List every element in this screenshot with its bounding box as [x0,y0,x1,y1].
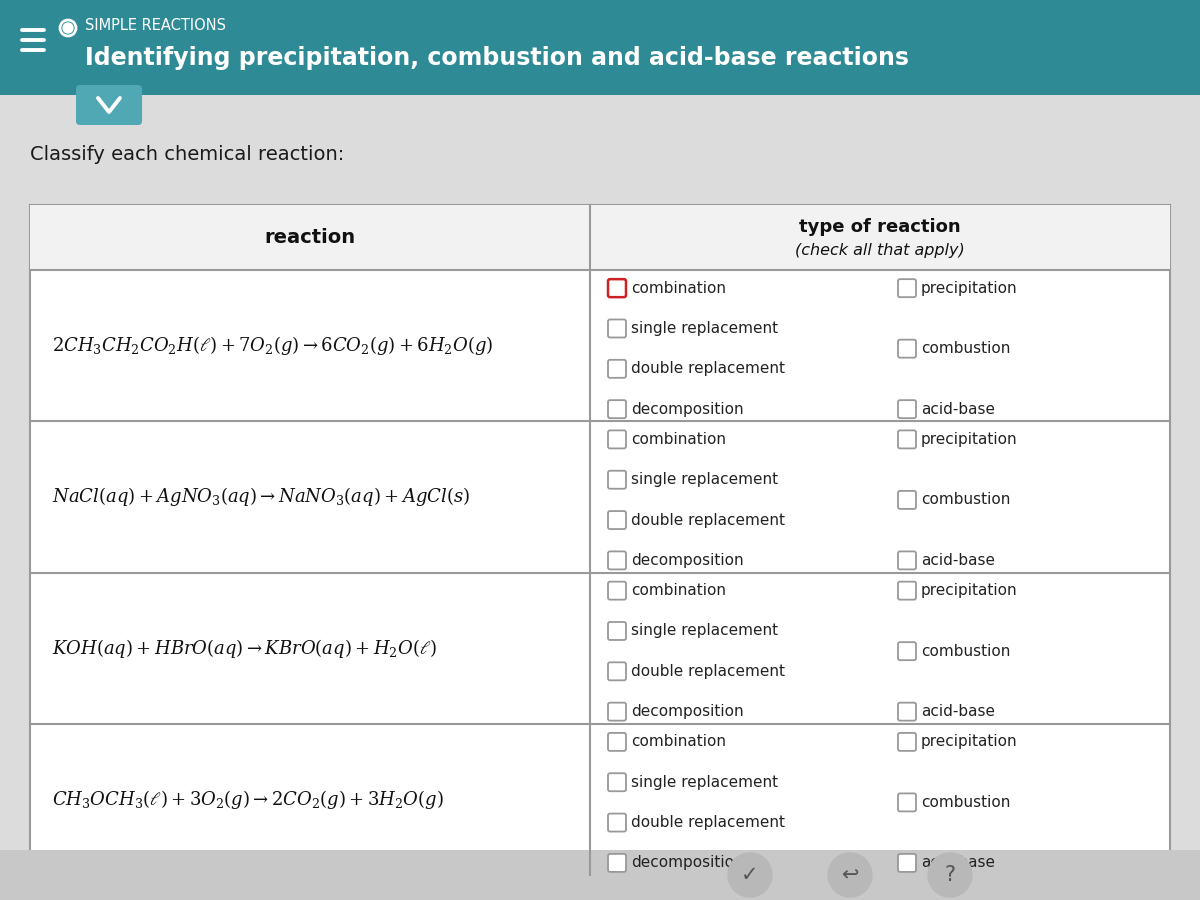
Text: precipitation: precipitation [922,583,1018,599]
FancyBboxPatch shape [608,279,626,297]
Text: SIMPLE REACTIONS: SIMPLE REACTIONS [85,17,226,32]
Text: $2CH_3CH_2CO_2H(\ell) + 7O_2(g) \rightarrow 6CO_2(g) + 6H_2O(g)$: $2CH_3CH_2CO_2H(\ell) + 7O_2(g) \rightar… [52,334,493,357]
Text: decomposition: decomposition [631,553,744,568]
Bar [0,0,1200,95]
Text: decomposition: decomposition [631,401,744,417]
Text: precipitation: precipitation [922,734,1018,750]
Text: ?: ? [944,865,955,885]
Text: Classify each chemical reaction:: Classify each chemical reaction: [30,146,344,165]
FancyBboxPatch shape [76,85,142,125]
FancyBboxPatch shape [608,773,626,791]
Text: combustion: combustion [922,644,1010,659]
Text: double replacement: double replacement [631,664,785,679]
FancyBboxPatch shape [898,400,916,418]
Circle shape [728,853,772,897]
Text: combination: combination [631,432,726,447]
FancyBboxPatch shape [898,581,916,599]
FancyBboxPatch shape [608,703,626,721]
Text: reaction: reaction [264,228,355,247]
Text: precipitation: precipitation [922,281,1018,295]
Text: combination: combination [631,583,726,599]
FancyBboxPatch shape [898,733,916,751]
FancyBboxPatch shape [898,430,916,448]
FancyBboxPatch shape [608,360,626,378]
FancyBboxPatch shape [608,581,626,599]
FancyBboxPatch shape [898,854,916,872]
Text: combination: combination [631,734,726,750]
Bar [30,205,1170,270]
Text: double replacement: double replacement [631,815,785,830]
Text: Identifying precipitation, combustion and acid-base reactions: Identifying precipitation, combustion an… [85,46,910,70]
Text: acid-base: acid-base [922,704,995,719]
Text: acid-base: acid-base [922,553,995,568]
Text: decomposition: decomposition [631,855,744,870]
Text: combustion: combustion [922,341,1010,356]
Bar [0,850,1200,900]
Text: decomposition: decomposition [631,704,744,719]
Text: single replacement: single replacement [631,624,778,638]
Text: ↩: ↩ [841,865,859,885]
FancyBboxPatch shape [608,430,626,448]
FancyBboxPatch shape [608,814,626,832]
Text: combustion: combustion [922,795,1010,810]
Text: combination: combination [631,281,726,295]
Text: type of reaction: type of reaction [799,219,961,237]
Text: single replacement: single replacement [631,472,778,487]
Circle shape [828,853,872,897]
FancyBboxPatch shape [898,491,916,508]
Circle shape [64,23,73,33]
Text: acid-base: acid-base [922,855,995,870]
FancyBboxPatch shape [898,643,916,661]
FancyBboxPatch shape [608,733,626,751]
Text: acid-base: acid-base [922,401,995,417]
FancyBboxPatch shape [898,703,916,721]
Text: combustion: combustion [922,492,1010,508]
Text: single replacement: single replacement [631,775,778,789]
Text: $NaCl(aq) + AgNO_3(aq) \rightarrow NaNO_3(aq) + AgCl(s)$: $NaCl(aq) + AgNO_3(aq) \rightarrow NaNO_… [52,485,470,508]
FancyBboxPatch shape [608,854,626,872]
Circle shape [928,853,972,897]
Text: double replacement: double replacement [631,361,785,376]
FancyBboxPatch shape [608,511,626,529]
Text: $CH_3OCH_3(\ell) + 3O_2(g) \rightarrow 2CO_2(g) + 3H_2O(g)$: $CH_3OCH_3(\ell) + 3O_2(g) \rightarrow 2… [52,788,444,811]
FancyBboxPatch shape [608,320,626,338]
Text: ✓: ✓ [742,865,758,885]
FancyBboxPatch shape [608,400,626,418]
Text: $KOH(aq) + HBrO(aq) \rightarrow KBrO(aq) + H_2O(\ell)$: $KOH(aq) + HBrO(aq) \rightarrow KBrO(aq)… [52,636,437,660]
Text: (check all that apply): (check all that apply) [796,243,965,258]
Text: double replacement: double replacement [631,513,785,527]
Text: precipitation: precipitation [922,432,1018,447]
Text: single replacement: single replacement [631,321,778,336]
FancyBboxPatch shape [898,279,916,297]
FancyBboxPatch shape [898,552,916,570]
FancyBboxPatch shape [608,622,626,640]
FancyBboxPatch shape [608,662,626,680]
FancyBboxPatch shape [898,794,916,812]
FancyBboxPatch shape [608,552,626,570]
FancyBboxPatch shape [608,471,626,489]
FancyBboxPatch shape [898,339,916,357]
Bar [30,205,1170,875]
